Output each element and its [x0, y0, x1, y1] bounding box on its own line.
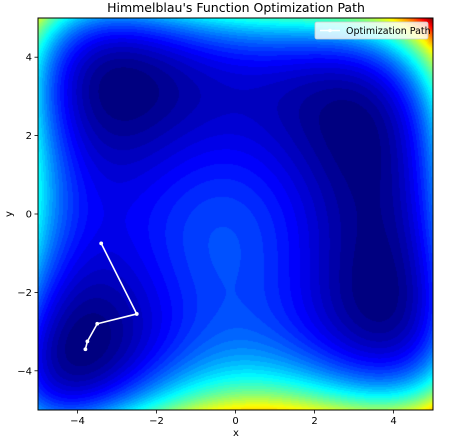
plot-area	[37, 17, 434, 411]
path-point	[85, 339, 90, 344]
path-point	[134, 312, 139, 316]
x-axis-label: x	[233, 428, 239, 439]
y-tick-label: 0	[26, 210, 32, 221]
chart-title: Himmelblau's Function Optimization Path	[107, 0, 365, 15]
x-tick-label: 2	[311, 416, 317, 427]
path-point	[99, 241, 104, 246]
y-tick-label: −2	[17, 288, 32, 299]
x-tick-label: −4	[70, 416, 85, 427]
y-axis: −4 −2 0 2 4	[17, 53, 38, 377]
legend-box	[314, 21, 429, 40]
optimization-path	[83, 241, 139, 352]
legend: Optimization Path	[314, 21, 431, 40]
x-tick-label: −2	[149, 416, 164, 427]
y-axis-label: y	[4, 211, 15, 217]
y-tick-label: −4	[17, 366, 32, 377]
path-point	[95, 321, 100, 326]
y-tick-label: 4	[26, 53, 32, 64]
x-axis: −4 −2 0 2 4	[70, 410, 397, 427]
legend-dot-marker	[328, 28, 332, 33]
contour-map	[38, 18, 433, 410]
path-point	[83, 347, 88, 352]
legend-label: Optimization Path	[346, 26, 431, 37]
x-tick-label: 4	[390, 416, 396, 427]
x-tick-label: 0	[232, 416, 238, 427]
y-tick-label: 2	[26, 131, 32, 142]
